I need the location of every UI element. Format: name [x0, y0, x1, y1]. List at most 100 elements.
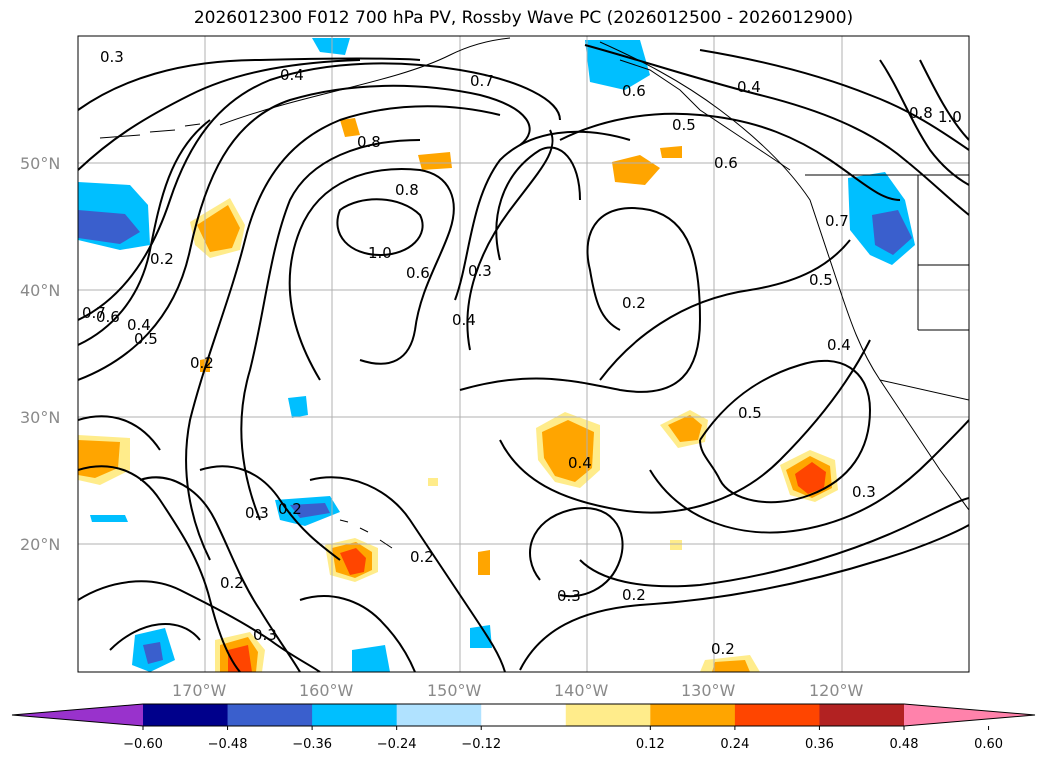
- positive-anomaly: [712, 660, 750, 672]
- positive-anomaly: [660, 146, 682, 158]
- state-borders: [879, 175, 969, 401]
- contour-line: [78, 57, 421, 111]
- contour-line: [139, 476, 301, 672]
- colorbar-tick-label: 0.36: [805, 737, 834, 752]
- lat-label: 30°N: [20, 408, 60, 427]
- colorbar-swatch: [143, 704, 229, 726]
- contour-line: [519, 524, 969, 671]
- lon-label: 160°W: [299, 681, 354, 700]
- longitude-labels: 170°W 160°W 150°W 140°W 130°W 120°W: [172, 681, 864, 700]
- negative-anomaly: [352, 645, 390, 672]
- contour-line: [299, 595, 416, 672]
- negative-anomaly: [312, 38, 350, 55]
- positive-anomaly: [340, 548, 366, 575]
- contour-label: 0.4: [827, 336, 851, 354]
- contour-line: [699, 359, 872, 504]
- contour-labels: 0.3 0.4 0.7 0.6 0.4 1.0 0.8 0.5 0.8 0.6 …: [82, 48, 962, 658]
- contour-line: [78, 415, 161, 451]
- plot-frame: [77, 35, 970, 673]
- contour-label: 0.7: [82, 304, 106, 322]
- lon-label: 150°W: [427, 681, 482, 700]
- contour-line: [579, 497, 969, 588]
- contour-label: 0.5: [134, 330, 158, 348]
- contour-line: [78, 465, 241, 672]
- contour-label: 0.8: [395, 181, 419, 199]
- contour-label: 0.2: [150, 250, 174, 268]
- positive-anomaly: [670, 540, 682, 550]
- contour-label: 1.0: [368, 244, 392, 262]
- lat-label: 40°N: [20, 281, 60, 300]
- contour-label: 0.2: [278, 500, 302, 518]
- contour-label: 0.3: [468, 262, 492, 280]
- contour-label: 0.3: [245, 504, 269, 522]
- colorbar-swatch: [565, 704, 651, 726]
- negative-anomaly: [90, 515, 128, 522]
- positive-anomaly: [542, 420, 594, 482]
- hawaii: [339, 519, 393, 549]
- colorbar-tick-label: −0.24: [377, 737, 417, 752]
- contour-label: 0.2: [622, 586, 646, 604]
- contour-line: [649, 419, 969, 534]
- contour-line: [78, 62, 561, 321]
- colorbar-tick-labels: −0.60 −0.48 −0.36 −0.24 −0.12 0.12 0.24 0.36 0.4…: [123, 726, 1003, 752]
- colorbar-tick-label: −0.48: [208, 737, 248, 752]
- contour-line: [199, 465, 341, 561]
- negative-anomaly: [288, 396, 308, 418]
- positive-anomaly: [428, 478, 438, 486]
- coastline-canada: [599, 41, 969, 511]
- shaded-anomalies: [78, 38, 915, 672]
- contour-line: [529, 507, 624, 598]
- contour-line: [78, 59, 361, 171]
- contour-label: 0.4: [127, 316, 151, 334]
- coastlines: [99, 37, 969, 549]
- contour-line: [559, 112, 901, 201]
- contour-line: [499, 339, 871, 514]
- colorbar-swatch: [227, 704, 313, 726]
- contour-label: 0.2: [622, 294, 646, 312]
- colorbar-tick-label: −0.60: [123, 737, 163, 752]
- colorbar-tick-label: 0.48: [890, 737, 919, 752]
- lon-label: 130°W: [681, 681, 736, 700]
- contour-label: 0.5: [809, 271, 833, 289]
- contour-label: 0.7: [825, 212, 849, 230]
- colorbar: [11, 703, 1036, 727]
- colorbar-swatch: [734, 704, 820, 726]
- lon-label: 140°W: [554, 681, 609, 700]
- positive-anomaly: [478, 550, 490, 575]
- colorbar-extend-max: [904, 704, 1035, 726]
- contour-line: [240, 139, 421, 521]
- pv-contours: [78, 44, 969, 672]
- contour-line: [78, 580, 321, 672]
- negative-anomaly: [290, 503, 330, 518]
- negative-anomaly: [143, 642, 163, 664]
- contour-label: 0.3: [557, 587, 581, 605]
- contour-label: 0.6: [96, 308, 120, 326]
- contour-label: 0.6: [406, 264, 430, 282]
- negative-anomaly: [872, 210, 912, 255]
- contour-label: 0.6: [622, 82, 646, 100]
- contour-label: 0.2: [190, 354, 214, 372]
- contour-line: [288, 168, 455, 381]
- contour-label: 0.6: [714, 154, 738, 172]
- contour-line: [495, 146, 581, 261]
- contour-line: [879, 59, 969, 186]
- lon-label: 120°W: [809, 681, 864, 700]
- contour-line: [919, 59, 969, 141]
- colorbar-swatch: [312, 704, 398, 726]
- positive-anomaly: [197, 205, 240, 252]
- contour-label: 0.3: [100, 48, 124, 66]
- contour-line: [309, 476, 506, 672]
- coastline-islands: [619, 59, 791, 171]
- contour-label: 0.3: [852, 483, 876, 501]
- colorbar-tick-label: −0.36: [292, 737, 332, 752]
- latitude-labels: 50°N 40°N 30°N 20°N: [20, 154, 60, 554]
- contour-line: [109, 623, 201, 651]
- colorbar-swatch: [819, 704, 905, 726]
- coastline-aleutians: [99, 123, 201, 139]
- contour-label: 0.4: [737, 78, 761, 96]
- contour-line: [584, 44, 969, 216]
- contour-line: [466, 129, 554, 351]
- positive-anomaly: [418, 152, 452, 170]
- contour-line: [699, 49, 969, 151]
